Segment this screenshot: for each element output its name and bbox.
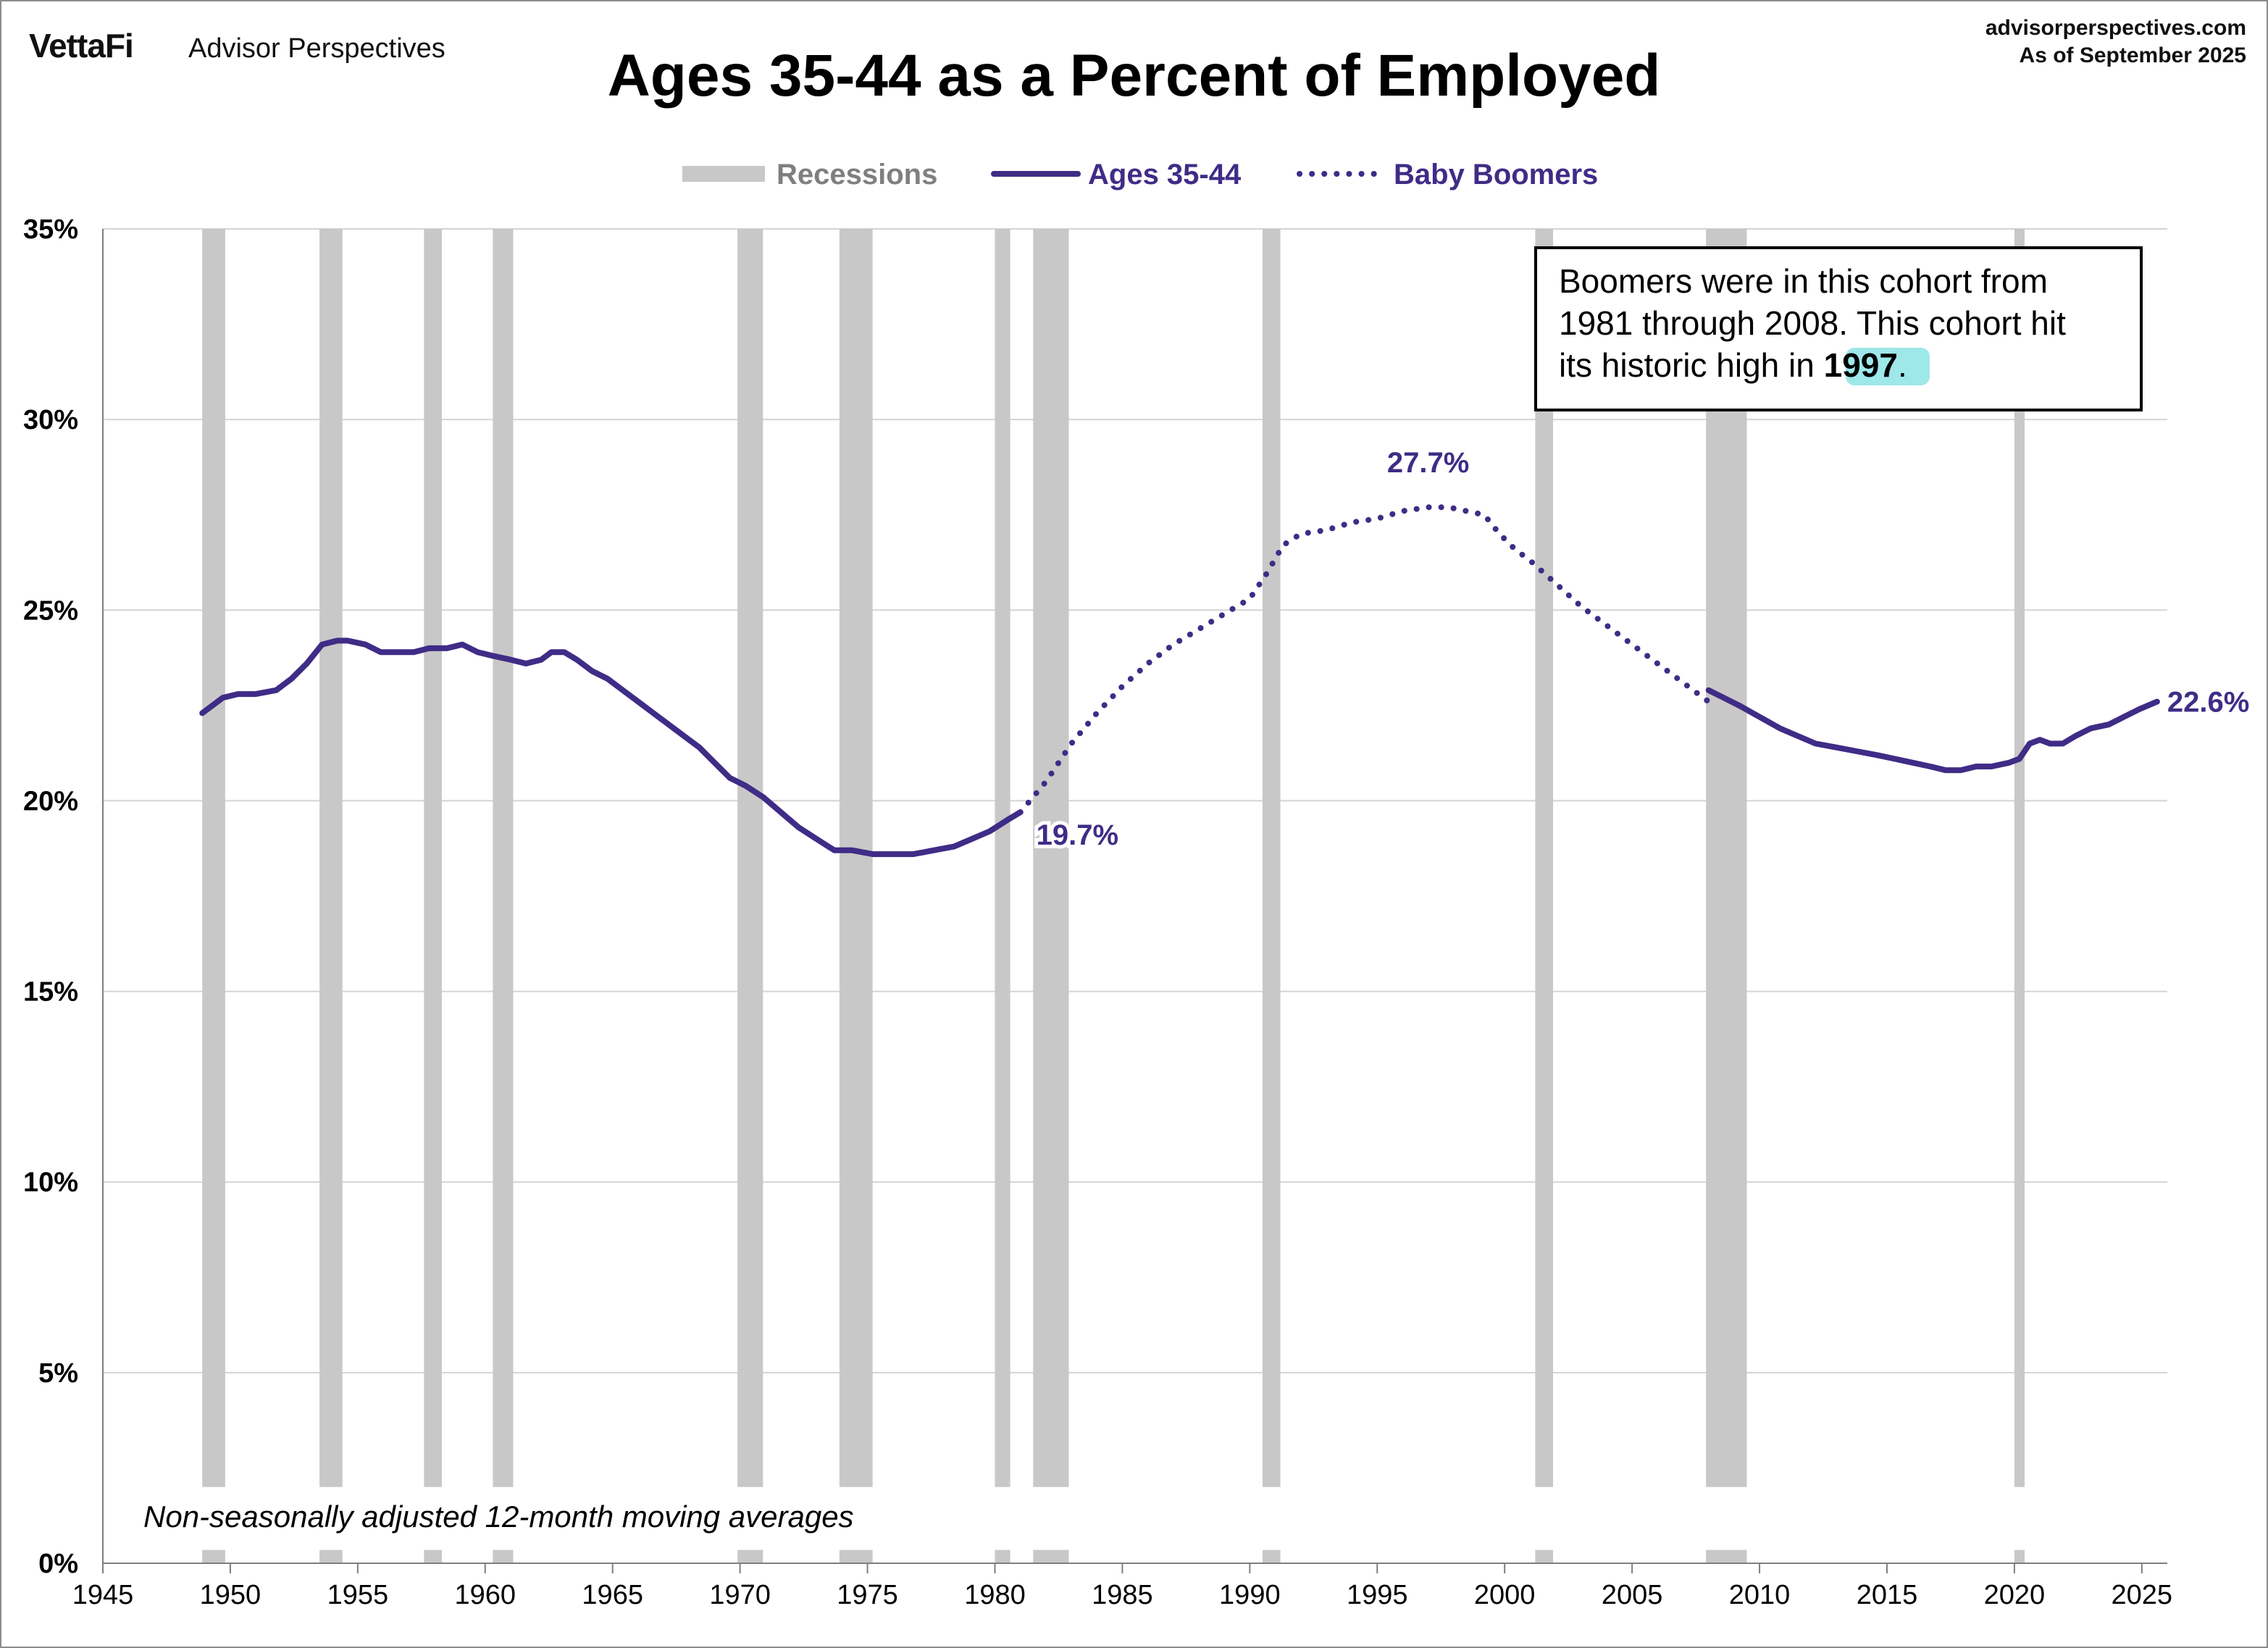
y-tick-label: 10% [23, 1168, 78, 1198]
recession-bar [493, 229, 514, 1487]
callout-text-part: . [1898, 346, 1907, 384]
recession-bar [737, 229, 763, 1487]
recession-bar [2014, 229, 2025, 1487]
y-tick-label: 0% [38, 1549, 78, 1579]
x-tick-label: 1980 [964, 1580, 1026, 1610]
callout-text-line: Boomers were in this cohort from [1559, 262, 2048, 300]
series-ages-35-44-line [199, 637, 1024, 858]
recession-bar [995, 1549, 1010, 1563]
x-tick-label: 1950 [200, 1580, 261, 1610]
data-label: 19.7% [1037, 819, 1118, 851]
callout-highlight [1846, 348, 1930, 385]
chart-title: Ages 35-44 as a Percent of Employed [607, 43, 1661, 109]
callout-text-part: its historic high in [1559, 346, 1824, 384]
y-tick-label: 25% [23, 595, 78, 626]
source-url: advisorperspectives.com [1985, 16, 2246, 40]
callout-text-line: its historic high in 1997. [1559, 346, 1907, 384]
as-of-date: As of September 2025 [2019, 43, 2246, 67]
callout-border [1534, 246, 2143, 411]
recession-bar [2014, 1549, 2025, 1563]
x-tick-label: 1960 [455, 1580, 516, 1610]
y-tick-label: 5% [38, 1358, 78, 1389]
y-tick-label: 15% [23, 977, 78, 1008]
series-ages-35-44-line [1705, 687, 2160, 774]
source-block: advisorperspectives.com As of September … [1985, 14, 2246, 70]
legend-label-boomers: Baby Boomers [1394, 159, 1598, 191]
x-tick-label: 2010 [1729, 1580, 1791, 1610]
recession-bar [319, 1549, 343, 1563]
y-tick-label: 30% [23, 405, 78, 435]
recession-bar [1706, 229, 1747, 1487]
series-baby-boomers-line [1017, 504, 1712, 816]
x-tick-label: 2000 [1474, 1580, 1536, 1610]
recession-bar [1262, 1549, 1281, 1563]
recession-bar [1706, 1549, 1747, 1563]
x-tick-label: 1955 [327, 1580, 389, 1610]
callout-box: Boomers were in this cohort from 1981 thr… [1534, 246, 2143, 411]
recession-bar [202, 1549, 225, 1563]
x-tick-label: 2025 [2112, 1580, 2173, 1610]
recession-bar [839, 229, 873, 1487]
x-tick-label: 1965 [582, 1580, 643, 1610]
legend-label-ages: Ages 35-44 [1088, 159, 1242, 191]
recession-bar [1535, 229, 1554, 1487]
recession-bar [737, 1549, 763, 1563]
recession-bar [202, 229, 225, 1487]
recession-bar [424, 1549, 442, 1563]
recession-bar [493, 1549, 514, 1563]
callout-text-line: 1981 through 2008. This cohort hit [1559, 304, 2066, 342]
recession-bar [424, 229, 442, 1487]
brand-subtitle: Advisor Perspectives [188, 33, 445, 64]
vettafi-logo: VettaFi [29, 27, 134, 64]
legend-label-recessions: Recessions [777, 159, 937, 191]
recession-bar [839, 1549, 873, 1563]
recession-bar [319, 229, 343, 1487]
x-tick-label: 1945 [72, 1580, 134, 1610]
x-tick-label: 1970 [709, 1580, 771, 1610]
recession-bar [1033, 229, 1069, 1487]
x-tick-label: 2005 [1602, 1580, 1663, 1610]
y-tick-label: 20% [23, 786, 78, 816]
x-tick-label: 2020 [1984, 1580, 2046, 1610]
y-tick-label: 35% [23, 214, 78, 245]
x-tick-label: 1995 [1347, 1580, 1408, 1610]
footnote-text: Non-seasonally adjusted 12-month moving … [143, 1499, 854, 1534]
data-label: 22.6% [2167, 687, 2249, 719]
x-tick-label: 1975 [837, 1580, 898, 1610]
legend-recession-swatch [682, 166, 765, 182]
recession-bar [1535, 1549, 1554, 1563]
x-tick-label: 1990 [1219, 1580, 1281, 1610]
x-tick-label: 1985 [1092, 1580, 1153, 1610]
recession-bar [995, 229, 1010, 1487]
callout-highlight-year: 1997 [1824, 346, 1898, 384]
recession-bar [1033, 1549, 1069, 1563]
recession-bar [1262, 229, 1281, 1487]
x-tick-label: 2015 [1857, 1580, 1918, 1610]
data-label: 27.7% [1387, 447, 1469, 479]
